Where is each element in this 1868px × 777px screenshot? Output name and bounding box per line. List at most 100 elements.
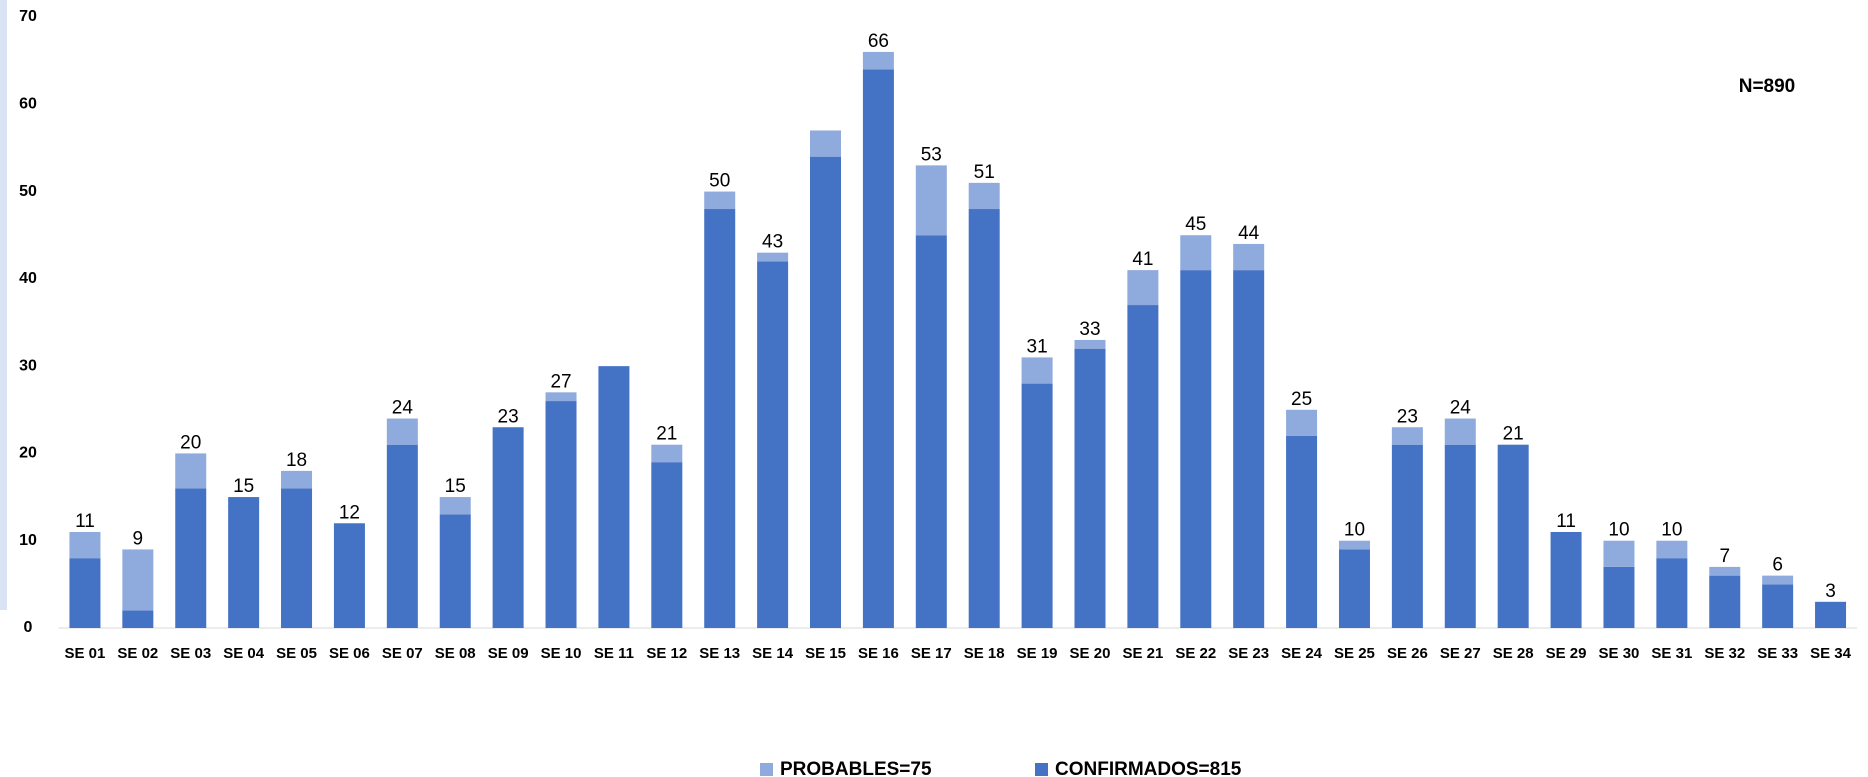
bar-segment <box>1656 558 1688 628</box>
bar-segment <box>651 462 683 628</box>
total-label: 24 <box>1450 398 1472 419</box>
x-tick-label: SE 19 <box>1017 645 1058 662</box>
bar-segment <box>1180 270 1212 628</box>
x-tick-label: SE 26 <box>1387 645 1428 662</box>
bar-segment <box>1762 575 1794 585</box>
bar-segment <box>1286 409 1318 436</box>
x-tick-label: SE 18 <box>964 645 1005 662</box>
bar-segment <box>1815 601 1847 628</box>
y-tick-label: 10 <box>19 532 37 549</box>
bar-segment <box>1444 444 1476 628</box>
bar-segment <box>175 453 207 489</box>
total-label: 43 <box>762 232 783 253</box>
bar-segment <box>1021 383 1053 628</box>
bar-segment <box>757 261 789 628</box>
total-label: 31 <box>1027 336 1048 357</box>
total-label: 3 <box>1825 581 1836 602</box>
bar-segment <box>810 130 842 157</box>
bar-segment <box>1391 444 1423 628</box>
x-tick-label: SE 23 <box>1228 645 1269 662</box>
bar-segment <box>281 470 313 489</box>
x-tick-label: SE 20 <box>1070 645 1111 662</box>
bar-segment <box>810 156 842 628</box>
bar-segment <box>1550 531 1582 628</box>
x-tick-label: SE 14 <box>752 645 794 662</box>
bar-segment <box>704 191 736 210</box>
x-tick-label: SE 04 <box>223 645 265 662</box>
x-tick-label: SE 08 <box>435 645 476 662</box>
total-label: 15 <box>233 476 254 497</box>
x-tick-label: SE 31 <box>1651 645 1692 662</box>
total-label: 21 <box>1503 424 1524 445</box>
total-label: 7 <box>1719 546 1730 567</box>
x-tick-label: SE 24 <box>1281 645 1323 662</box>
x-tick-label: SE 11 <box>594 645 634 662</box>
total-label: 12 <box>339 502 360 523</box>
bar-segment <box>1180 235 1212 271</box>
bar-segment <box>386 444 418 628</box>
total-label: 23 <box>1397 406 1418 427</box>
x-tick-label: SE 12 <box>646 645 687 662</box>
bar-segment <box>862 51 894 70</box>
bar-segment <box>69 531 101 559</box>
total-label: 41 <box>1132 249 1153 270</box>
bar-segment <box>228 497 260 628</box>
bar-segment <box>439 514 471 628</box>
x-tick-label: SE 15 <box>805 645 846 662</box>
x-tick-label: SE 34 <box>1810 645 1852 662</box>
bar-segment <box>1709 575 1741 628</box>
x-tick-label: SE 01 <box>65 645 106 662</box>
bar-segment <box>651 444 683 463</box>
total-label: 9 <box>133 528 144 549</box>
total-label: 66 <box>868 31 889 52</box>
x-tick-label: SE 28 <box>1493 645 1534 662</box>
total-label: 10 <box>1344 520 1365 541</box>
bar-segment <box>757 252 789 262</box>
bar-segment <box>1656 540 1688 559</box>
x-tick-label: SE 03 <box>170 645 211 662</box>
x-tick-label: SE 13 <box>699 645 740 662</box>
x-tick-label: SE 30 <box>1599 645 1640 662</box>
bar-segment <box>545 401 577 628</box>
bar-segment <box>1021 357 1053 384</box>
bar-segment <box>968 209 1000 628</box>
bar-segment <box>1762 584 1794 628</box>
y-tick-label: 40 <box>19 270 37 287</box>
x-tick-label: SE 17 <box>911 645 952 662</box>
y-tick-label: 60 <box>19 96 37 113</box>
total-label: 10 <box>1661 520 1682 541</box>
x-tick-label: SE 05 <box>276 645 317 662</box>
total-label: 11 <box>1556 511 1576 532</box>
total-label: 53 <box>921 144 942 165</box>
total-label: 51 <box>974 162 995 183</box>
bar-segment <box>1603 540 1635 567</box>
bar-segment <box>1338 540 1370 550</box>
total-label: 27 <box>550 371 571 392</box>
bar-segment <box>1444 418 1476 445</box>
bar-segment <box>968 182 1000 210</box>
y-tick-label: 50 <box>19 183 37 200</box>
bar-segment <box>1338 549 1370 628</box>
bar-segment <box>1709 566 1741 576</box>
x-tick-label: SE 06 <box>329 645 370 662</box>
total-label: 25 <box>1291 389 1312 410</box>
bar-segment <box>1391 427 1423 445</box>
y-tick-label: 70 <box>19 8 37 25</box>
bar-segment <box>915 235 947 628</box>
bar-segment <box>915 165 947 236</box>
bar-segment <box>862 69 894 628</box>
total-label: 44 <box>1238 223 1260 244</box>
bar-segment <box>122 610 154 628</box>
x-tick-label: SE 16 <box>858 645 899 662</box>
total-label: 21 <box>656 424 677 445</box>
legend-label: CONFIRMADOS=815 <box>1055 759 1242 777</box>
total-label: 11 <box>75 511 95 532</box>
x-tick-label: SE 21 <box>1122 645 1163 662</box>
bar-segment <box>1233 243 1265 271</box>
x-tick-label: SE 27 <box>1440 645 1481 662</box>
x-tick-label: SE 07 <box>382 645 423 662</box>
bar-segment <box>333 523 365 628</box>
bar-segment <box>386 418 418 445</box>
side-band <box>0 0 7 610</box>
